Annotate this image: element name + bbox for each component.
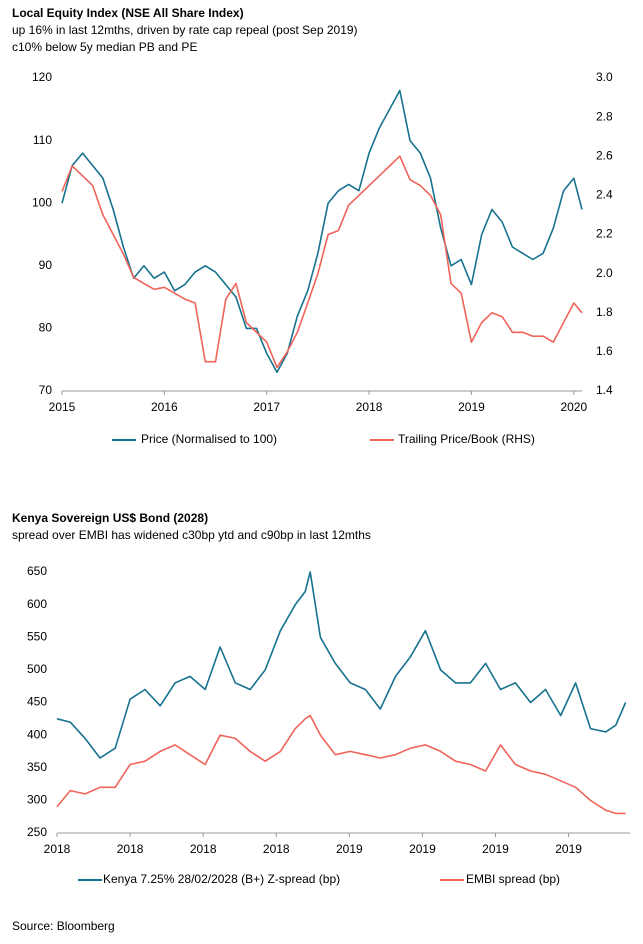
x-tick-label: 2019 [555, 842, 582, 856]
y2-tick-label: 2.2 [596, 227, 613, 241]
line-series [56, 571, 627, 759]
x-tick-label: 2019 [409, 842, 436, 856]
y-tick-label: 120 [32, 70, 52, 84]
y-tick-label: 450 [27, 695, 47, 709]
y-tick-label: 650 [27, 564, 47, 578]
chart-subtitle: up 16% in last 12mths, driven by rate ca… [12, 23, 358, 37]
y2-tick-label: 3.0 [596, 70, 613, 84]
y2-tick-label: 2.4 [596, 188, 613, 202]
x-tick-label: 2015 [49, 400, 76, 414]
y2-tick-label: 1.8 [596, 305, 613, 319]
x-tick-label: 2018 [263, 842, 290, 856]
x-tick-label: 2019 [336, 842, 363, 856]
y-tick-label: 500 [27, 662, 47, 676]
y-tick-label: 80 [39, 321, 53, 335]
x-tick-label: 2018 [44, 842, 71, 856]
source: Source: Bloomberg [12, 919, 115, 933]
y2-tick-label: 2.8 [596, 109, 613, 123]
legend-label: Price (Normalised to 100) [141, 432, 277, 446]
y-tick-label: 400 [27, 727, 47, 741]
y2-tick-label: 1.6 [596, 344, 613, 358]
x-tick-label: 2019 [458, 400, 485, 414]
line-series [61, 89, 583, 373]
y-tick-label: 300 [27, 793, 47, 807]
y2-tick-label: 2.6 [596, 148, 613, 162]
x-tick-label: 2018 [117, 842, 144, 856]
y2-tick-label: 2.0 [596, 266, 613, 280]
x-tick-label: 2018 [190, 842, 217, 856]
chart-subtitle: c10% below 5y median PB and PE [12, 40, 197, 54]
legend-label: Trailing Price/Book (RHS) [398, 432, 535, 446]
x-tick-label: 2020 [560, 400, 587, 414]
y2-tick-label: 1.4 [596, 383, 613, 397]
x-tick-label: 2019 [482, 842, 509, 856]
y-tick-label: 100 [32, 195, 52, 209]
line-series [61, 155, 583, 369]
y-tick-label: 350 [27, 760, 47, 774]
legend-label: Kenya 7.25% 28/02/2028 (B+) Z-spread (bp… [103, 872, 340, 886]
y-tick-label: 90 [39, 258, 53, 272]
x-tick-label: 2016 [151, 400, 178, 414]
legend-label: EMBI spread (bp) [466, 872, 560, 886]
line-series [56, 714, 626, 815]
y-tick-label: 110 [33, 133, 52, 147]
y-tick-label: 70 [39, 383, 53, 397]
y-tick-label: 250 [27, 825, 47, 839]
x-tick-label: 2018 [356, 400, 383, 414]
chart-subtitle: spread over EMBI has widened c30bp ytd a… [12, 528, 371, 542]
y-tick-label: 550 [27, 629, 47, 643]
x-tick-label: 2017 [253, 400, 280, 414]
chart-title: Local Equity Index (NSE All Share Index) [12, 6, 244, 20]
chart-title: Kenya Sovereign US$ Bond (2028) [12, 511, 208, 525]
y-tick-label: 600 [27, 597, 47, 611]
